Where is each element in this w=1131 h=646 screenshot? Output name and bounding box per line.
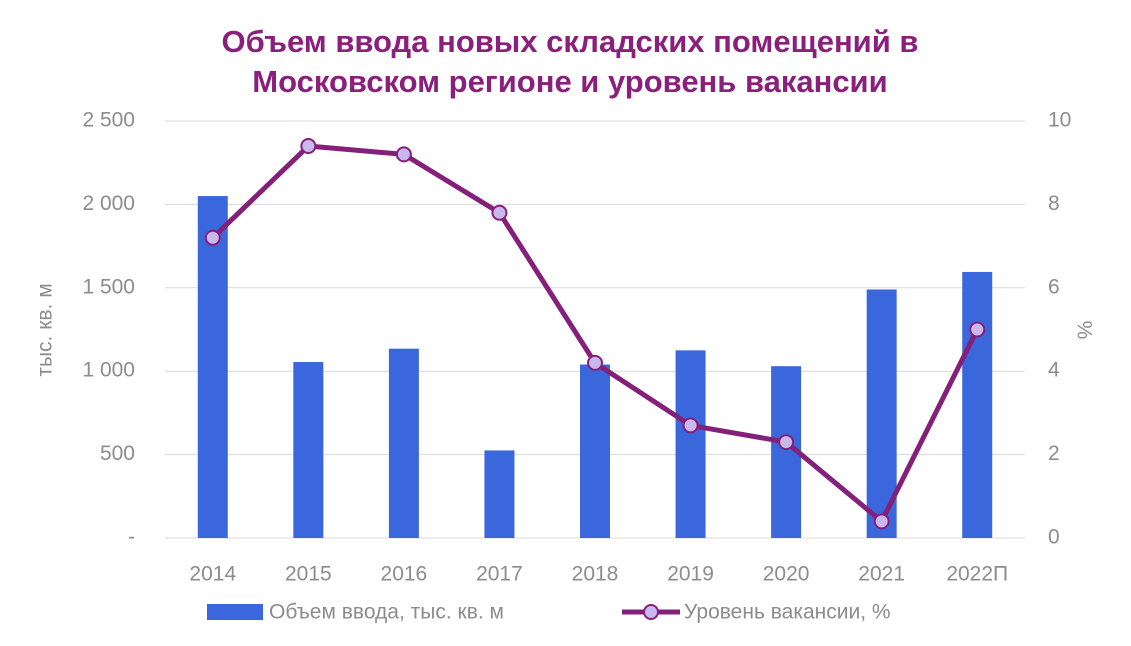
x-tick-label: 2018 [572, 563, 619, 586]
legend-swatch [207, 604, 263, 620]
line-marker [395, 146, 412, 163]
x-tick-label: 2019 [667, 563, 714, 586]
legend-label: Объем ввода, тыс. кв. м [269, 601, 504, 624]
x-tick-label: 2022П [946, 563, 1008, 586]
bar [197, 196, 228, 538]
x-tick-label: 2015 [285, 563, 332, 586]
y2-tick-label: 0 [1048, 526, 1060, 549]
bar [675, 350, 706, 538]
y2-tick-label: 8 [1048, 192, 1060, 215]
y2-tick-label: 2 [1048, 442, 1060, 465]
line-marker [204, 229, 221, 246]
bar [962, 271, 993, 538]
y-tick-label: 1 000 [82, 359, 135, 382]
bar [580, 364, 610, 538]
x-tick-label: 2014 [189, 563, 236, 586]
x-tick-label: 2020 [763, 563, 810, 586]
x-tick-label: 2021 [858, 563, 905, 586]
line-marker [300, 138, 317, 155]
bar [293, 362, 324, 538]
y2-tick-label: 6 [1048, 275, 1060, 298]
y-tick-label: - [128, 526, 135, 549]
legend-label: Уровень вакансии, % [684, 601, 891, 624]
x-tick-label: 2017 [476, 563, 523, 586]
x-tick-label: 2016 [381, 563, 428, 586]
legend-swatch [643, 604, 659, 620]
y-tick-label: 2 000 [82, 192, 135, 215]
y-axis-title: тыс. кв. м [34, 283, 57, 376]
bar [388, 348, 419, 538]
y-tick-label: 500 [100, 442, 135, 465]
y-tick-label: 2 500 [82, 109, 135, 132]
y2-tick-label: 10 [1048, 109, 1071, 132]
line-marker [873, 513, 890, 530]
line-marker [778, 434, 795, 451]
y2-axis-title: % [1072, 321, 1095, 340]
line-marker [587, 354, 603, 371]
y-tick-label: 1 500 [82, 275, 135, 298]
y2-tick-label: 4 [1048, 359, 1060, 382]
line-marker [491, 204, 508, 221]
line-marker [969, 321, 986, 338]
bar [484, 450, 515, 538]
line-marker [682, 417, 699, 434]
